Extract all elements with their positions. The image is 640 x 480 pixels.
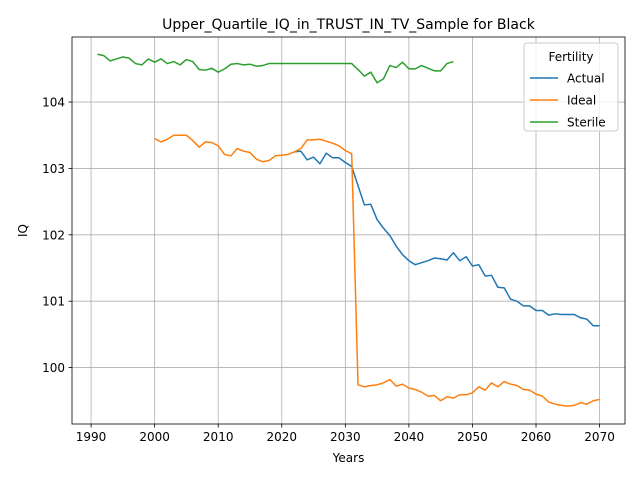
legend: Fertility Actual Ideal Sterile <box>523 42 619 132</box>
x-tick-label: 1990 <box>76 430 107 444</box>
axis-ticks: 1990 2000 2010 2020 2030 2040 2050 2060 2070 100 1… <box>42 96 615 444</box>
x-tick-label: 2040 <box>394 430 425 444</box>
legend-label-actual: Actual <box>567 72 605 86</box>
series-line-sterile <box>97 53 454 84</box>
x-tick-label: 2030 <box>330 430 361 444</box>
x-tick-label: 2020 <box>266 430 297 444</box>
grid <box>72 37 625 424</box>
series-line-ideal <box>154 134 600 407</box>
x-tick-label: 2070 <box>584 430 615 444</box>
y-axis-label: IQ <box>16 224 30 237</box>
legend-label-ideal: Ideal <box>567 94 596 108</box>
x-tick-label: 2060 <box>521 430 552 444</box>
x-tick-label: 2000 <box>139 430 170 444</box>
x-tick-label: 2050 <box>457 430 488 444</box>
y-tick-label: 104 <box>42 96 65 110</box>
y-tick-label: 102 <box>42 228 65 242</box>
legend-label-sterile: Sterile <box>567 116 606 130</box>
series-line-actual <box>294 150 600 327</box>
y-tick-label: 100 <box>42 361 65 375</box>
legend-box <box>523 42 619 132</box>
series-lines <box>97 53 600 407</box>
y-tick-label: 103 <box>42 162 65 176</box>
x-axis-label: Years <box>332 451 365 465</box>
plot-frame <box>71 36 626 425</box>
y-tick-label: 101 <box>42 295 65 309</box>
x-tick-label: 2010 <box>203 430 234 444</box>
chart-title: Upper_Quartile_IQ_in_TRUST_IN_TV_Sample … <box>162 17 536 33</box>
legend-title: Fertility <box>548 50 593 64</box>
